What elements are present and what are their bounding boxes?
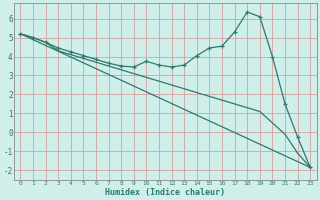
X-axis label: Humidex (Indice chaleur): Humidex (Indice chaleur)	[105, 188, 225, 197]
